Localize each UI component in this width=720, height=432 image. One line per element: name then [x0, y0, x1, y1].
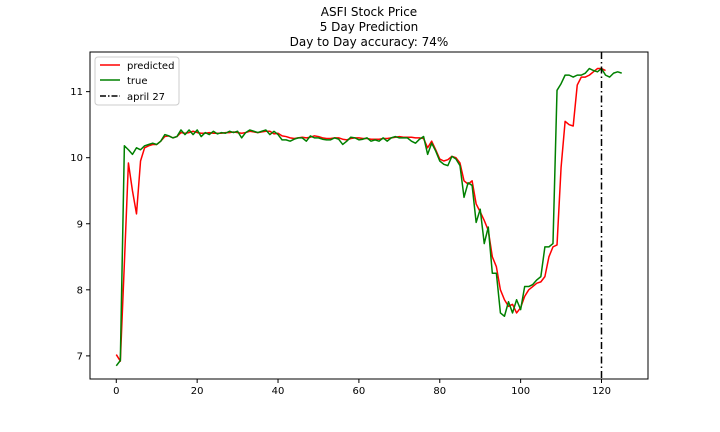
legend-predicted-label: predicted [127, 61, 174, 72]
legend-true-label: true [127, 76, 148, 87]
y-tick-label: 10 [70, 153, 83, 164]
x-tick-label: 80 [433, 386, 446, 397]
x-tick-label: 100 [511, 386, 530, 397]
legend-box [94, 56, 180, 106]
plot-series [115, 67, 622, 367]
series-line-true [115, 67, 622, 367]
legend-vline-label: april 27 [127, 92, 165, 103]
y-tick-label: 7 [77, 351, 83, 362]
x-tick-label: 20 [191, 386, 204, 397]
chart-title-line-3: Day to Day accuracy: 74% [290, 35, 449, 49]
x-tick-label: 0 [113, 386, 119, 397]
legend: predicted true april 27 [94, 56, 180, 106]
x-tick-label: 60 [353, 386, 366, 397]
chart-title-line-1: ASFI Stock Price [321, 5, 417, 19]
y-tick-label: 11 [70, 87, 83, 98]
y-tick-label: 9 [77, 219, 83, 230]
chart-title-line-2: 5 Day Prediction [320, 20, 419, 34]
series-line-predicted [115, 67, 606, 362]
plot-frame [89, 51, 649, 380]
x-axis: 0 20 40 60 80 100 120 [113, 379, 611, 397]
x-tick-label: 40 [272, 386, 285, 397]
y-tick-label: 8 [77, 285, 83, 296]
y-axis: 7 8 9 10 11 [70, 87, 90, 362]
x-tick-label: 120 [592, 386, 611, 397]
